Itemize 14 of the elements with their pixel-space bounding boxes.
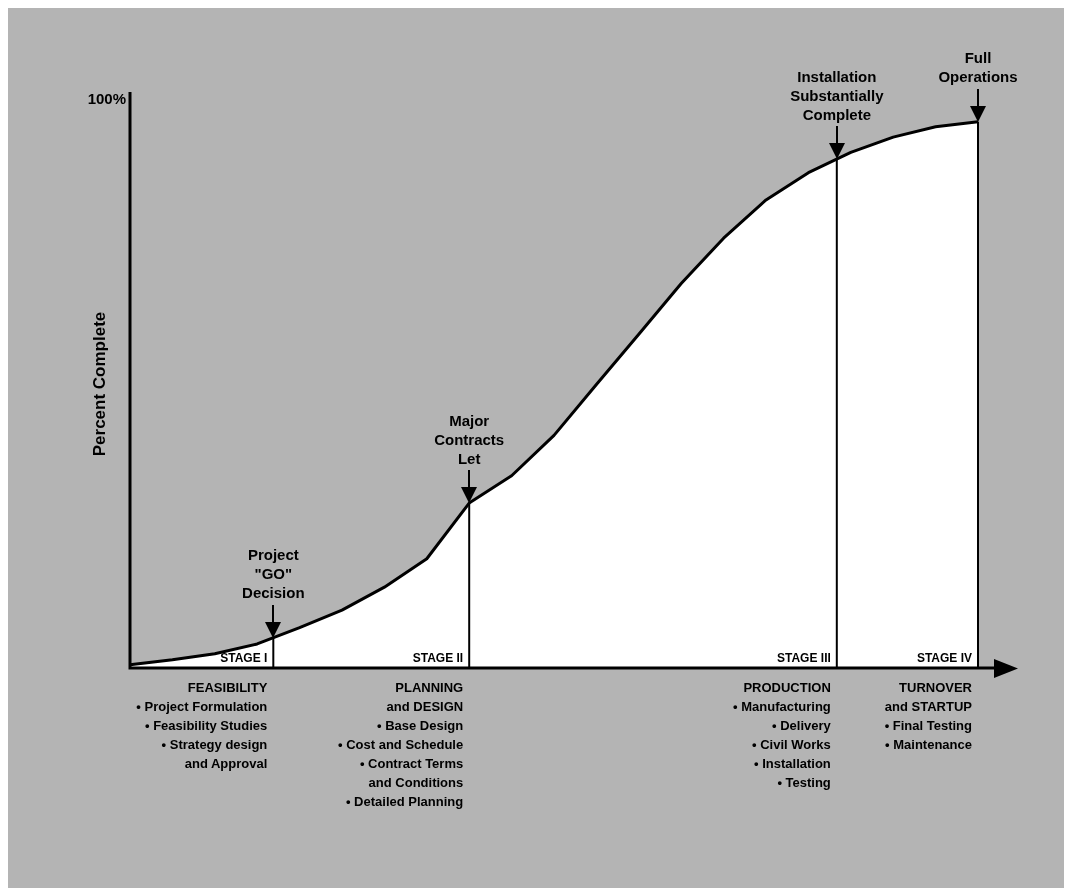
text: PLANNING and DESIGN • Base Design • Cost and Schedule • Contract Terms and Conditions • Detailed Planning bbox=[338, 680, 464, 810]
text: FEASIBILITY • Project Formulation • Feasibility Studies • Strategy design and Approval bbox=[136, 680, 268, 772]
y-axis-title: Percent Complete bbox=[89, 311, 109, 457]
annotation: STAGE I bbox=[220, 651, 268, 666]
annotation: Project "GO" Decision bbox=[242, 546, 305, 602]
text: 100% bbox=[87, 90, 126, 108]
text: Full Operations bbox=[938, 49, 1018, 86]
annotation: Installation Substantially Complete bbox=[790, 67, 885, 123]
annotation: STAGE III bbox=[777, 651, 831, 666]
annotation: Major Contracts Let bbox=[434, 411, 505, 467]
annotation: STAGE IV bbox=[916, 651, 972, 666]
text: TURNOVER and STARTUP • Final Testing • Maintenance bbox=[884, 680, 973, 753]
annotation: STAGE II bbox=[412, 651, 464, 666]
text: PRODUCTION • Manufacturing • Delivery • Civil Works • Installation • Testing bbox=[733, 680, 832, 791]
